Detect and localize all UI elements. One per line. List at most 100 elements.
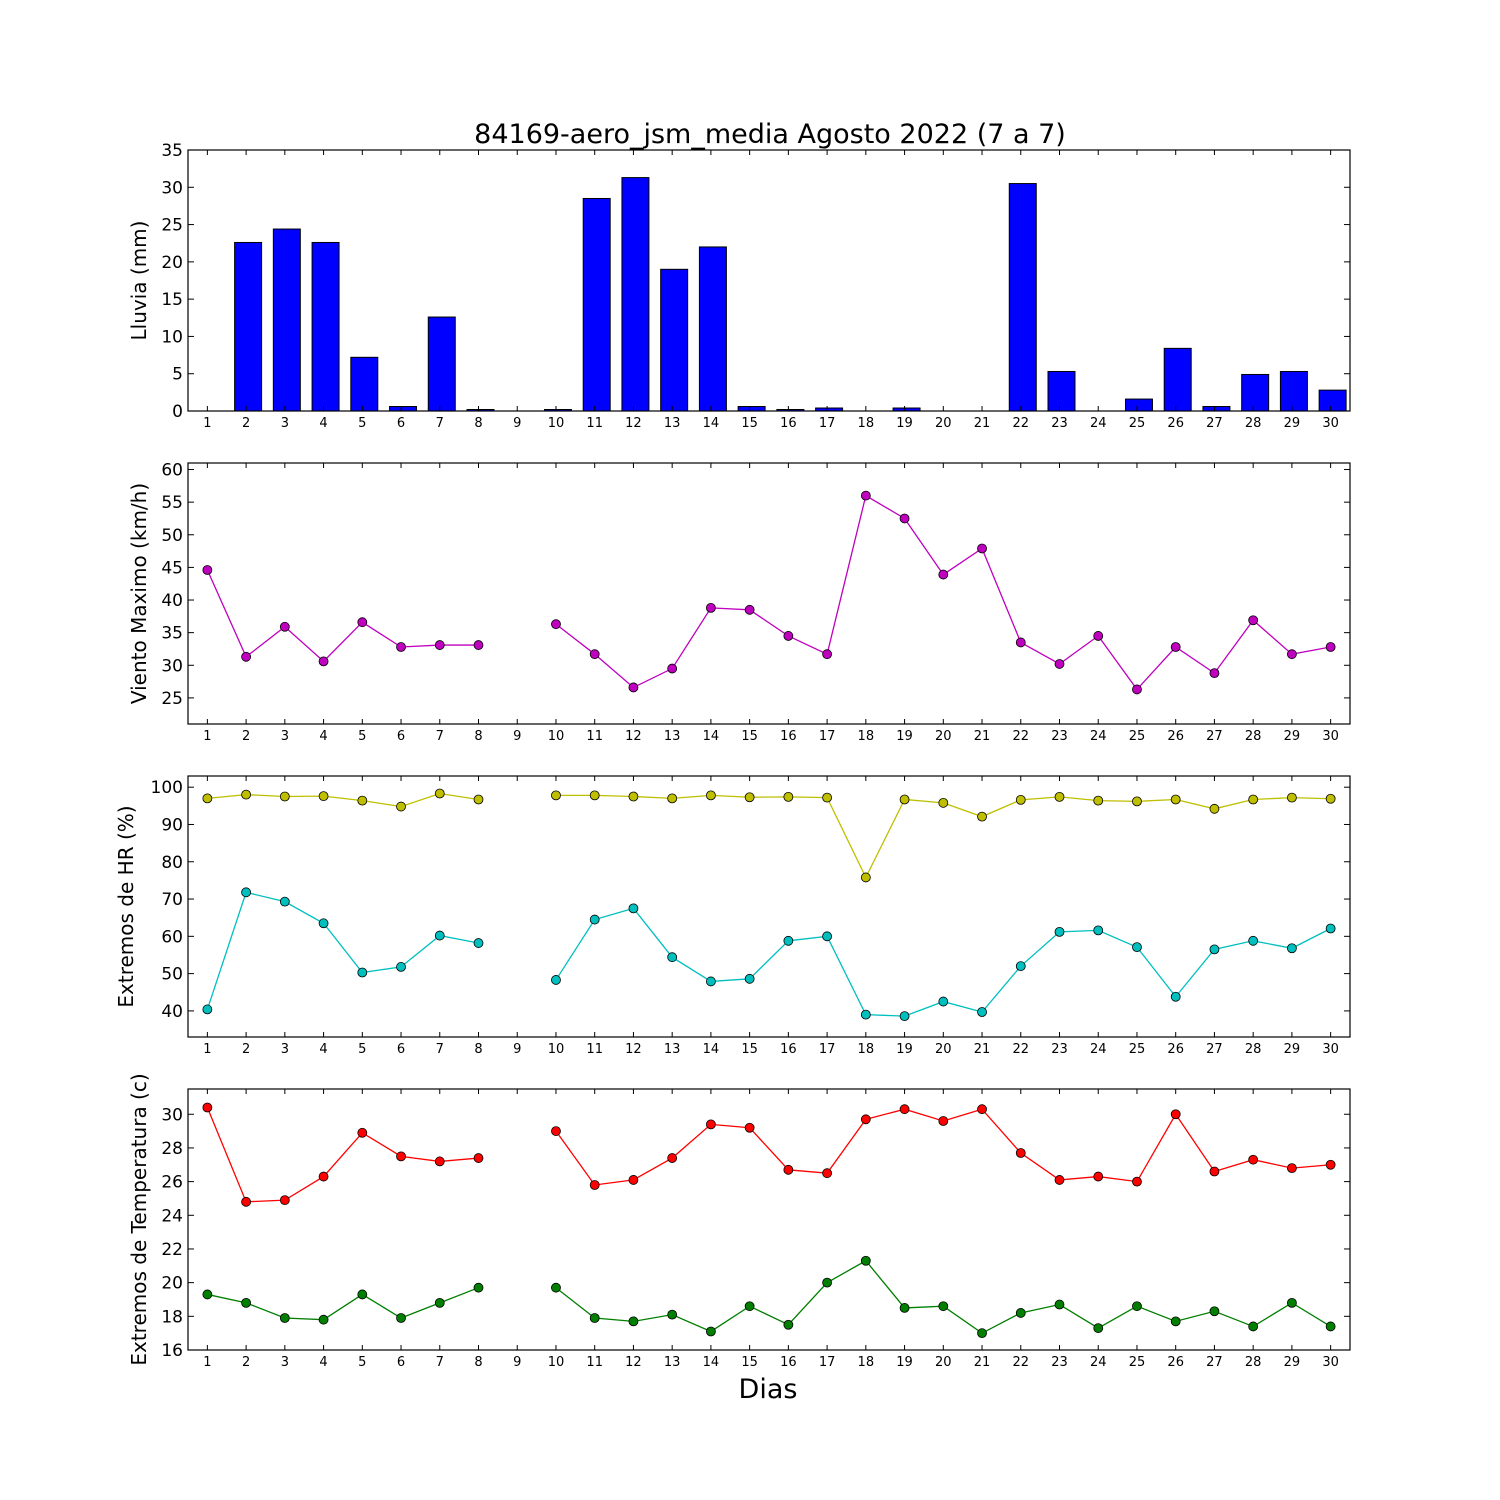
point-series-2-day-19 xyxy=(899,1303,910,1313)
point-series-1-day-25 xyxy=(1132,796,1142,807)
x-tick-label: 14 xyxy=(703,1042,720,1057)
x-tick-label: 5 xyxy=(358,1355,366,1370)
x-tick-label: 24 xyxy=(1090,729,1107,744)
chart-title: 84169-aero_jsm_media Agosto 2022 (7 a 7) xyxy=(474,119,1066,150)
x-tick-label: 6 xyxy=(397,1355,405,1370)
x-tick-label: 17 xyxy=(819,1042,836,1057)
y-tick-label: 30 xyxy=(161,178,183,198)
bar-day-15 xyxy=(737,406,766,412)
x-tick-label: 27 xyxy=(1206,729,1223,744)
x-tick-label: 15 xyxy=(741,416,758,431)
point-series-2-day-23 xyxy=(1054,926,1065,937)
point-series-2-day-24 xyxy=(1093,925,1104,936)
point-series-1-day-16 xyxy=(783,631,794,641)
point-series-1-day-19 xyxy=(899,513,910,524)
x-tick-label: 1 xyxy=(203,1355,211,1370)
y-tick-label: 28 xyxy=(161,1139,183,1159)
x-tick-label: 13 xyxy=(664,1355,681,1370)
point-series-2-day-16 xyxy=(783,935,794,946)
bar-day-4 xyxy=(311,241,340,412)
bar-day-7 xyxy=(427,316,456,412)
point-series-2-day-16 xyxy=(783,1319,794,1330)
point-series-1-day-13 xyxy=(667,1153,678,1163)
x-tick-label: 26 xyxy=(1167,729,1184,744)
point-series-1-day-8 xyxy=(473,640,484,650)
point-series-1-day-28 xyxy=(1248,794,1259,805)
x-tick-label: 17 xyxy=(819,729,836,744)
y-tick-label: 50 xyxy=(161,965,183,985)
y-tick-label: 25 xyxy=(161,216,183,236)
x-tick-label: 26 xyxy=(1167,1355,1184,1370)
x-tick-label: 7 xyxy=(436,729,444,744)
point-series-1-day-8 xyxy=(473,794,484,805)
x-tick-label: 13 xyxy=(664,729,681,744)
point-series-1-day-4 xyxy=(318,791,329,802)
point-series-1-day-6 xyxy=(396,642,406,652)
point-series-2-day-19 xyxy=(899,1011,910,1022)
point-series-2-day-5 xyxy=(357,967,368,978)
x-tick-label: 18 xyxy=(858,729,875,744)
x-tick-label: 15 xyxy=(741,1355,758,1370)
x-tick-label: 24 xyxy=(1090,416,1107,431)
x-tick-label: 11 xyxy=(586,729,603,744)
y-tick-label: 15 xyxy=(161,290,183,310)
x-tick-label: 7 xyxy=(436,1355,444,1370)
y-tick-label: 55 xyxy=(161,493,183,513)
point-series-1-day-21 xyxy=(977,811,987,822)
x-tick-label: 8 xyxy=(474,416,482,431)
point-series-2-day-10 xyxy=(551,975,561,985)
point-series-1-day-30 xyxy=(1325,642,1336,652)
point-series-1-day-14 xyxy=(706,602,716,613)
x-tick-label: 20 xyxy=(935,1042,952,1057)
x-tick-label: 8 xyxy=(474,729,482,744)
point-series-2-day-13 xyxy=(667,952,678,963)
y-tick-label: 20 xyxy=(161,1274,183,1294)
bar-day-3 xyxy=(272,228,301,412)
point-series-2-day-25 xyxy=(1132,942,1142,953)
bar-day-14 xyxy=(698,246,727,412)
y-tick-label: 35 xyxy=(161,624,183,644)
point-series-1-day-7 xyxy=(434,1156,445,1167)
x-tick-label: 17 xyxy=(819,416,836,431)
point-series-1-day-5 xyxy=(357,1127,368,1138)
x-tick-label: 15 xyxy=(741,1042,758,1057)
point-series-2-day-7 xyxy=(434,930,445,941)
x-tick-label: 19 xyxy=(896,1042,913,1057)
point-series-2-day-4 xyxy=(318,918,329,929)
x-tick-label: 11 xyxy=(586,1355,603,1370)
x-tick-label: 27 xyxy=(1206,416,1223,431)
point-series-2-day-22 xyxy=(1015,1308,1026,1318)
point-series-1-day-18 xyxy=(860,490,871,501)
x-tick-label: 22 xyxy=(1012,1355,1029,1370)
plot-frame xyxy=(187,1088,1351,1351)
bar-day-13 xyxy=(660,268,689,412)
panel-2: 1 2 3 4 5 6 7 8 9 10 11 12 13 14 15 16 17 18 19 20 21 22 23 24 2… xyxy=(127,461,1351,744)
x-tick-label: 3 xyxy=(281,1355,289,1370)
point-series-2-day-26 xyxy=(1170,1316,1181,1327)
bar-day-25 xyxy=(1124,398,1153,412)
point-series-1-day-14 xyxy=(706,790,716,801)
x-tick-label: 29 xyxy=(1284,1355,1301,1370)
y-tick-label: 22 xyxy=(161,1240,183,1260)
point-series-2-day-30 xyxy=(1325,1321,1336,1332)
point-series-1-day-20 xyxy=(938,1116,949,1126)
x-tick-label: 6 xyxy=(397,1042,405,1057)
point-series-1-day-16 xyxy=(783,1164,794,1175)
x-tick-label: 15 xyxy=(741,729,758,744)
x-tick-label: 25 xyxy=(1129,729,1146,744)
point-series-1-day-15 xyxy=(744,604,755,615)
x-tick-label: 12 xyxy=(625,1042,642,1057)
x-tick-label: 5 xyxy=(358,1042,366,1057)
y-axis-label: Extremos de Temperatura (c) xyxy=(127,1073,151,1365)
x-tick-label: 21 xyxy=(974,1042,991,1057)
point-series-1-day-27 xyxy=(1209,803,1220,814)
x-tick-label: 19 xyxy=(896,729,913,744)
series-1-line-1 xyxy=(206,569,479,663)
y-tick-label: 60 xyxy=(161,927,183,947)
point-series-2-day-27 xyxy=(1209,1306,1220,1317)
y-axis-label: Lluvia (mm) xyxy=(127,221,151,341)
x-tick-label: 16 xyxy=(780,1042,797,1057)
y-tick-label: 0 xyxy=(172,402,183,422)
x-tick-label: 6 xyxy=(397,729,405,744)
x-tick-label: 3 xyxy=(281,416,289,431)
